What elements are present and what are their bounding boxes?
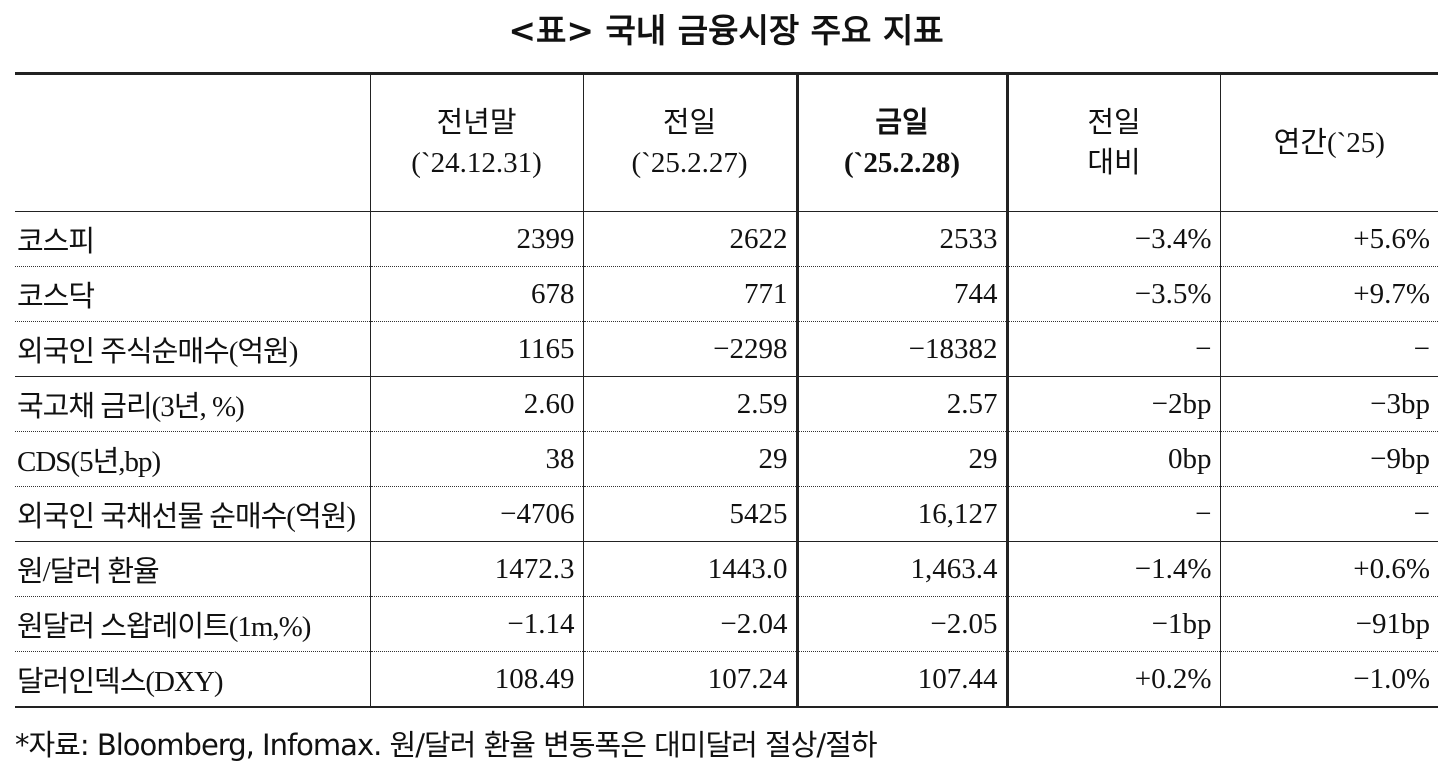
value-cell: 1472.3 <box>369 541 583 597</box>
value-cell: 5425 <box>582 486 797 542</box>
value-cell: +0.6% <box>1219 541 1438 597</box>
value-cell: −91bp <box>1219 596 1438 652</box>
row-label: CDS(5년,bp) <box>15 431 370 487</box>
value-cell: −9bp <box>1219 431 1438 487</box>
row-label: 원달러 스왑레이트(1m,%) <box>15 596 370 652</box>
value-cell: −4706 <box>369 486 583 542</box>
value-cell: +9.7% <box>1219 266 1438 322</box>
row-label: 달러인덱스(DXY) <box>15 651 370 708</box>
header-cell: 금일 (`25.2.28) <box>795 72 1009 212</box>
header-line: 대비 <box>1087 147 1141 179</box>
value-cell: 2533 <box>795 211 1009 267</box>
value-cell: − <box>1006 321 1220 377</box>
indicator-table: 전년말 (`24.12.31) 전일 (`25.2.27) 금일 (`25.2.28) 전일… <box>15 72 1438 708</box>
table-row: 달러인덱스(DXY) 108.49 107.24 107.44 +0.2% −1.0% <box>15 651 1438 708</box>
row-label: 코스닥 <box>15 266 370 322</box>
footnote: *자료: Bloomberg, Infomax. 원/달러 환율 변동폭은 대미… <box>15 728 878 762</box>
value-cell: 108.49 <box>369 651 583 708</box>
table-row: CDS(5년,bp) 38 29 29 0bp −9bp <box>15 431 1438 487</box>
value-cell: −2.05 <box>795 596 1009 652</box>
value-cell: −3.5% <box>1006 266 1220 322</box>
value-cell: 38 <box>369 431 583 487</box>
row-label: 외국인 국채선물 순매수(억원) <box>15 486 370 542</box>
value-cell: 107.24 <box>582 651 797 708</box>
value-cell: 2.59 <box>582 376 797 432</box>
value-cell: −1.0% <box>1219 651 1438 708</box>
header-line: (`25.2.27) <box>631 147 748 179</box>
value-cell: 2.60 <box>369 376 583 432</box>
table-row: 코스닥 678 771 744 −3.5% +9.7% <box>15 266 1438 322</box>
value-cell: 1,463.4 <box>795 541 1009 597</box>
row-label: 국고채 금리(3년, %) <box>15 376 370 432</box>
value-cell: 1165 <box>369 321 583 377</box>
value-cell: 2.57 <box>795 376 1009 432</box>
value-cell: −2bp <box>1006 376 1220 432</box>
value-cell: −3.4% <box>1006 211 1220 267</box>
header-line: 전일 <box>662 107 717 139</box>
value-cell: −2.04 <box>582 596 797 652</box>
header-line: 금일 <box>875 107 929 139</box>
table-row: 원달러 스왑레이트(1m,%) −1.14 −2.04 −2.05 −1bp −91bp <box>15 596 1438 652</box>
row-label: 원/달러 환율 <box>15 541 370 597</box>
header-cell: 전년말 (`24.12.31) <box>369 72 583 212</box>
row-label: 외국인 주식순매수(억원) <box>15 321 370 377</box>
value-cell: 744 <box>795 266 1009 322</box>
header-line: (`24.12.31) <box>411 147 542 179</box>
table-body: 코스피 2399 2622 2533 −3.4% +5.6% 코스닥 678 771 744 −3.… <box>15 211 1438 708</box>
value-cell: 678 <box>369 266 583 322</box>
table-row: 외국인 국채선물 순매수(억원) −4706 5425 16,127− − <box>15 486 1438 542</box>
value-cell: 16,127 <box>795 486 1009 542</box>
header-line: 연간(`25) <box>1273 127 1385 159</box>
value-cell: −1.4% <box>1006 541 1220 597</box>
value-cell: −1bp <box>1006 596 1220 652</box>
value-cell: 107.44 <box>795 651 1009 708</box>
header-line: 전년말 <box>436 107 517 139</box>
header-cell: 연간(`25) <box>1219 72 1438 212</box>
value-cell: 1443.0 <box>582 541 797 597</box>
value-cell: 2399 <box>369 211 583 267</box>
value-cell: 0bp <box>1006 431 1220 487</box>
header-cell: 전일 (`25.2.27) <box>582 72 797 212</box>
value-cell: − <box>1219 486 1438 542</box>
value-cell: −2298 <box>582 321 797 377</box>
table-row: 코스피 2399 2622 2533 −3.4% +5.6% <box>15 211 1438 267</box>
value-cell: +0.2% <box>1006 651 1220 708</box>
table-row: 국고채 금리(3년, %) 2.60 2.59 2.57 −2bp −3bp <box>15 376 1438 432</box>
value-cell: −1.14 <box>369 596 583 652</box>
header-row: 전년말 (`24.12.31) 전일 (`25.2.27) 금일 (`25.2.28) 전일… <box>15 72 1438 212</box>
value-cell: − <box>1006 486 1220 542</box>
header-line: (`25.2.28) <box>844 147 960 179</box>
header-cell <box>15 72 370 212</box>
value-cell: 29 <box>795 431 1009 487</box>
table-row: 외국인 주식순매수(억원) 1165 −2298 −18382− − <box>15 321 1438 377</box>
value-cell: −3bp <box>1219 376 1438 432</box>
row-label: 코스피 <box>15 211 370 267</box>
value-cell: − <box>1219 321 1438 377</box>
title: <표> 국내 금융시장 주요 지표 <box>508 11 944 50</box>
value-cell: +5.6% <box>1219 211 1438 267</box>
header-line: 전일 <box>1087 107 1141 139</box>
value-cell: −18382 <box>795 321 1009 377</box>
value-cell: 29 <box>582 431 797 487</box>
value-cell: 771 <box>582 266 797 322</box>
table-row: 원/달러 환율 1472.3 1443.0 1,463.4 −1.4% +0.6% <box>15 541 1438 597</box>
value-cell: 2622 <box>582 211 797 267</box>
